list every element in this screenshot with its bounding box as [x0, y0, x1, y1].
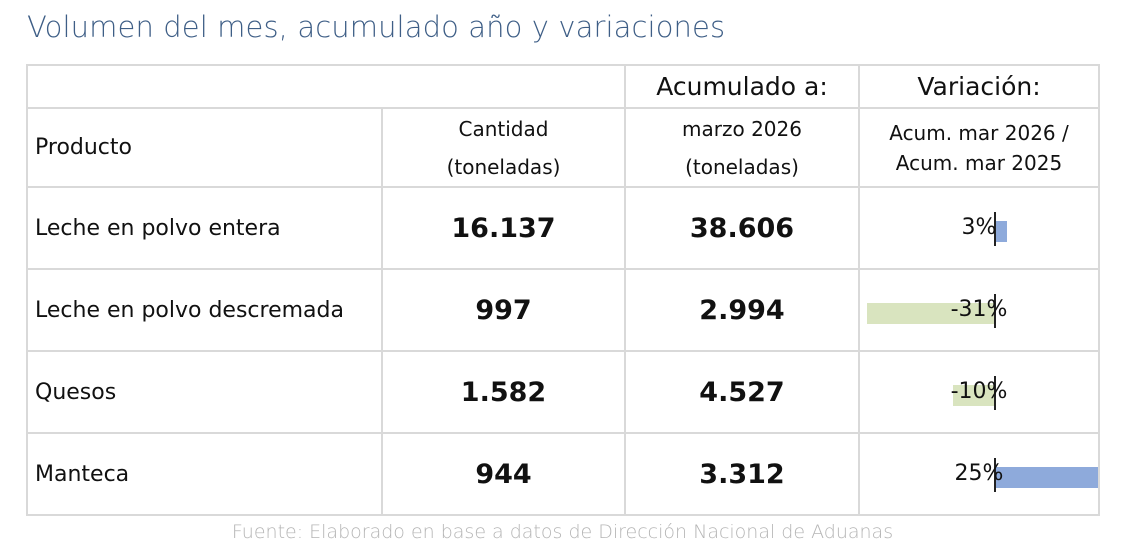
cantidad-value: 997	[381, 268, 626, 352]
variacion-bar	[953, 385, 994, 406]
table-row: Quesos 1.582 4.527 -10%	[26, 350, 1100, 434]
product-name: Quesos	[26, 350, 383, 434]
zero-axis-line	[994, 376, 996, 410]
variacion-bar	[866, 303, 994, 324]
header-variacion-title: Variación:	[858, 64, 1100, 109]
acumulado-value: 38.606	[624, 186, 860, 270]
table-row: Leche en polvo entera 16.137 38.606 3%	[26, 186, 1100, 270]
variacion-cell: 25%	[858, 432, 1100, 516]
variacion-bar	[995, 221, 1008, 242]
zero-axis-line	[994, 294, 996, 328]
table-row: Leche en polvo descremada 997 2.994 -31%	[26, 268, 1100, 352]
header-empty-cell	[26, 64, 626, 109]
variacion-cell: -10%	[858, 350, 1100, 434]
header-variacion: Acum. mar 2026 / Acum. mar 2025	[858, 107, 1100, 188]
header-cantidad-line1: Cantidad	[458, 116, 549, 141]
header-row-bottom: Producto Cantidad (toneladas) marzo 2026…	[26, 107, 1100, 188]
page-title: Volumen del mes, acumulado año y variaci…	[27, 10, 726, 44]
variacion-value: -10%	[950, 379, 1008, 404]
variacion-cell: -31%	[858, 268, 1100, 352]
cantidad-value: 16.137	[381, 186, 626, 270]
acumulado-value: 2.994	[624, 268, 860, 352]
header-acumulado-title: Acumulado a:	[624, 64, 860, 109]
header-cantidad: Cantidad (toneladas)	[381, 107, 626, 188]
zero-axis-line	[994, 458, 996, 492]
cantidad-value: 944	[381, 432, 626, 516]
volume-table: Acumulado a: Variación: Producto Cantida…	[26, 64, 1100, 516]
acumulado-value: 3.312	[624, 432, 860, 516]
product-name: Manteca	[26, 432, 383, 516]
header-variacion-line1: Acum. mar 2026 /	[889, 120, 1069, 145]
header-cantidad-line2: (toneladas)	[446, 154, 561, 179]
zero-axis-line	[994, 212, 996, 246]
variacion-bar	[995, 467, 1098, 488]
variacion-value: -31%	[950, 297, 1008, 322]
cantidad-value: 1.582	[381, 350, 626, 434]
product-name: Leche en polvo descremada	[26, 268, 383, 352]
acumulado-value: 4.527	[624, 350, 860, 434]
variacion-value: 3%	[961, 215, 997, 240]
header-acumulado: marzo 2026 (toneladas)	[624, 107, 860, 188]
variacion-cell: 3%	[858, 186, 1100, 270]
header-acumulado-line2: (toneladas)	[685, 154, 799, 179]
header-acumulado-line1: marzo 2026	[682, 116, 802, 141]
table-row: Manteca 944 3.312 25%	[26, 432, 1100, 516]
variacion-value: 25%	[954, 461, 1004, 486]
header-row-top: Acumulado a: Variación:	[26, 64, 1100, 109]
source-note: Fuente: Elaborado en base a datos de Dir…	[231, 521, 894, 543]
header-producto: Producto	[26, 107, 383, 188]
header-variacion-line2: Acum. mar 2025	[895, 150, 1063, 175]
product-name: Leche en polvo entera	[26, 186, 383, 270]
